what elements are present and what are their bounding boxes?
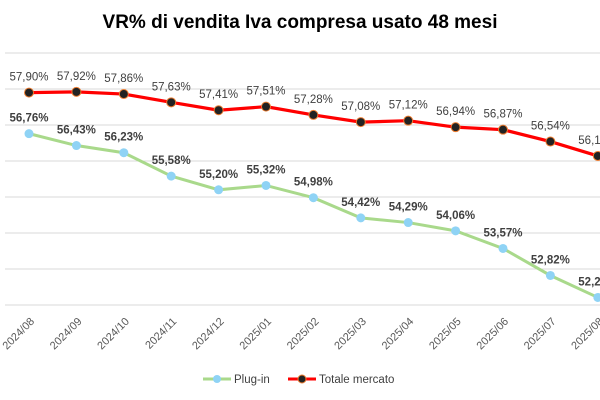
data-label: 54,29% xyxy=(389,202,428,214)
data-label: 56,43% xyxy=(57,125,96,137)
data-label: 57,90% xyxy=(9,72,48,84)
data-point xyxy=(356,213,366,223)
data-point xyxy=(355,117,366,128)
data-point xyxy=(308,109,319,120)
data-point xyxy=(545,136,556,147)
legend-marker xyxy=(297,374,307,384)
data-point xyxy=(593,292,600,302)
data-label: 57,51% xyxy=(246,86,285,98)
data-label: 57,92% xyxy=(57,71,96,83)
x-tick-label: 2024/11 xyxy=(143,316,179,352)
data-point xyxy=(261,180,271,190)
data-point xyxy=(308,193,318,203)
data-label: 54,98% xyxy=(294,177,333,189)
data-label: 57,08% xyxy=(341,101,380,113)
x-tick-label: 2025/02 xyxy=(285,316,322,353)
data-point xyxy=(545,270,555,280)
x-tick-label: 2025/03 xyxy=(332,316,369,353)
x-tick-label: 2024/10 xyxy=(95,316,132,353)
data-label: 56,87% xyxy=(483,109,522,121)
data-point xyxy=(592,150,600,161)
series-totale-mercato: 57,90% 57,92% 57,86% 57,63% 57,41% 57,51% 57,2… xyxy=(9,71,600,161)
x-tick-label: 2024/12 xyxy=(190,316,227,353)
x-tick-label: 2025/06 xyxy=(475,316,512,353)
data-point xyxy=(166,171,176,181)
data-label: 54,06% xyxy=(436,210,475,222)
data-label: 55,20% xyxy=(199,169,238,181)
data-label: 55,32% xyxy=(246,164,285,176)
data-label: 57,28% xyxy=(294,94,333,106)
data-label: 56,54% xyxy=(531,121,570,133)
data-point xyxy=(213,105,224,116)
data-label: 56,94% xyxy=(436,106,475,118)
x-tick-label: 2024/09 xyxy=(48,316,85,353)
data-point xyxy=(403,218,413,228)
data-label: 56,23% xyxy=(104,132,143,144)
data-point xyxy=(450,122,461,133)
x-tick-label: 2025/08 xyxy=(569,316,600,353)
data-point xyxy=(261,101,271,112)
data-label: 57,63% xyxy=(152,81,191,93)
data-label: 54,42% xyxy=(341,197,380,209)
data-label: 53,57% xyxy=(483,227,522,239)
data-label: 56,14% xyxy=(578,135,600,147)
x-tick-label: 2025/01 xyxy=(238,316,275,353)
data-label: 52,82% xyxy=(531,254,570,266)
data-point xyxy=(498,124,508,135)
data-point xyxy=(214,185,224,195)
x-tick-label: 2024/08 xyxy=(1,316,38,353)
data-point xyxy=(166,97,177,108)
data-point xyxy=(118,89,129,100)
data-point xyxy=(24,87,34,98)
x-tick-label: 2025/05 xyxy=(427,316,464,353)
chart-title: VR% di vendita Iva compresa usato 48 mes… xyxy=(103,12,498,33)
data-point xyxy=(24,129,34,139)
legend-marker xyxy=(213,375,221,383)
data-label: 52,21% xyxy=(578,276,600,288)
data-label: 57,12% xyxy=(389,100,428,112)
data-label: 57,86% xyxy=(104,73,143,85)
x-tick-label: 2025/04 xyxy=(380,316,417,353)
data-point xyxy=(403,115,414,126)
data-point xyxy=(71,141,81,151)
series-line xyxy=(28,132,599,299)
data-point xyxy=(498,243,508,253)
series-plug-in: 56,76% 56,43% 56,23% 55,58% 55,20% 55,32% 54,9… xyxy=(9,113,600,302)
data-point xyxy=(451,226,461,236)
data-point xyxy=(119,148,129,158)
data-label: 57,41% xyxy=(199,89,238,101)
x-tick-label: 2025/07 xyxy=(522,316,559,353)
data-label: 55,58% xyxy=(152,155,191,167)
legend-label: Plug-in xyxy=(234,374,270,386)
legend-label: Totale mercato xyxy=(319,374,394,386)
legend-item: Totale mercato xyxy=(288,374,394,386)
legend-item: Plug-in xyxy=(203,374,270,386)
data-point xyxy=(71,86,82,97)
data-label: 56,76% xyxy=(9,113,48,125)
